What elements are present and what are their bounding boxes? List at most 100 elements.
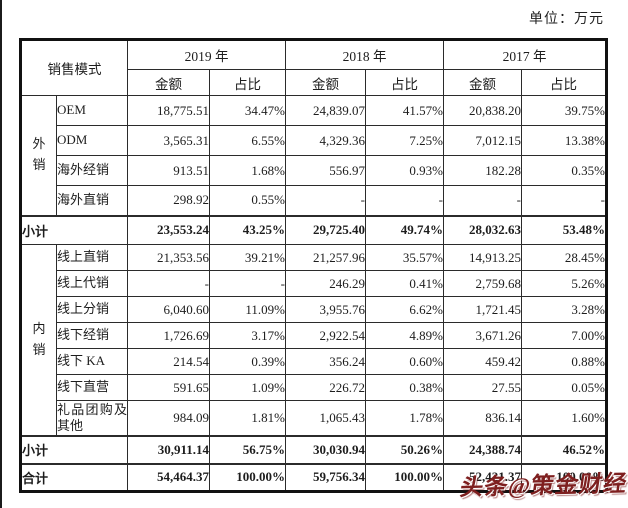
ratio-2019-cell: 11.09%: [209, 296, 286, 323]
mode-cell: 线上直销: [56, 244, 128, 271]
ratio-2017-cell: 0.88%: [521, 348, 607, 375]
amount-2018-cell: 246.29: [285, 270, 366, 297]
amount-2017-cell: 28,032.63: [443, 214, 522, 245]
header-row-measures: 金额 占比 金额 占比 金额 占比: [21, 69, 607, 96]
ratio-2017-cell: 39.75%: [521, 95, 607, 126]
group-label-domestic: 内销: [20, 244, 57, 436]
amount-2018-cell: -: [285, 185, 366, 216]
table-row-domestic-subtotal: 小计 30,911.14 56.75% 30,030.94 50.26% 24,…: [20, 434, 607, 464]
amount-2019-cell: 6,040.60: [127, 296, 210, 323]
amount-header-2018: 金额: [285, 69, 366, 96]
screenshot-left-edge-line: [0, 0, 2, 508]
table-row-export-subtotal: 小计 23,553.24 43.25% 29,725.40 49.74% 28,…: [20, 214, 607, 245]
ratio-2018-cell: 0.41%: [365, 270, 444, 297]
ratio-2018-cell: 35.57%: [365, 244, 444, 271]
ratio-2019-cell: 1.81%: [209, 400, 286, 436]
ratio-2018-cell: 100.00%: [365, 462, 444, 492]
ratio-header-2018: 占比: [365, 69, 444, 96]
amount-2018-cell: 24,839.07: [285, 95, 366, 126]
ratio-2018-cell: 7.25%: [365, 125, 444, 156]
header-row-years: 销售模式 2019 年 2018 年 2017 年: [20, 39, 607, 96]
amount-2017-cell: 182.28: [443, 155, 522, 186]
ratio-2019-cell: 0.55%: [209, 185, 286, 216]
amount-2018-cell: 1,065.43: [285, 400, 366, 436]
amount-2019-cell: 3,565.31: [127, 125, 210, 156]
mode-cell: 线上分销: [56, 296, 128, 323]
amount-2018-cell: 3,955.76: [285, 296, 366, 323]
ratio-2017-cell: 53.48%: [521, 214, 607, 245]
ratio-2019-cell: 1.68%: [209, 155, 286, 186]
ratio-2019-cell: 56.75%: [209, 434, 286, 464]
amount-header-2017: 金额: [443, 69, 522, 96]
group-label-domestic-text: 内销: [32, 320, 46, 357]
ratio-2017-cell: 13.38%: [521, 125, 607, 156]
table-row-online-direct: 内销 线上直销 21,353.56 39.21% 21,257.96 35.57…: [20, 244, 607, 436]
ratio-2018-cell: -: [365, 185, 444, 216]
ratio-2017-cell: 1.60%: [521, 400, 607, 436]
subtotal-label: 小计: [20, 434, 128, 464]
amount-2018-cell: 4,329.36: [285, 125, 366, 156]
amount-2018-cell: 21,257.96: [285, 244, 366, 271]
ratio-2017-cell: 7.00%: [521, 322, 607, 349]
ratio-2019-cell: 43.25%: [209, 214, 286, 245]
amount-2017-cell: 7,012.15: [443, 125, 522, 156]
amount-2019-cell: 984.09: [127, 400, 210, 436]
ratio-2018-cell: 4.89%: [365, 322, 444, 349]
unit-label: 单位：万元: [529, 12, 604, 27]
mode-cell: 海外经销: [56, 155, 128, 186]
ratio-2018-cell: 41.57%: [365, 95, 444, 126]
ratio-2017-cell: 100.00%: [521, 462, 607, 492]
amount-2017-cell: 20,838.20: [443, 95, 522, 126]
amount-2019-cell: -: [127, 270, 210, 297]
amount-2017-cell: 24,388.74: [443, 434, 522, 464]
sales-mode-header: 销售模式: [20, 39, 128, 96]
ratio-2019-cell: 100.00%: [209, 462, 286, 492]
mode-cell: 礼品团购及其他: [56, 400, 128, 436]
amount-2018-cell: 59,756.34: [285, 462, 366, 492]
mode-cell: 线下经销: [56, 322, 128, 349]
amount-2018-cell: 556.97: [285, 155, 366, 186]
ratio-header-2017: 占比: [521, 69, 607, 96]
ratio-2017-cell: 0.05%: [521, 374, 607, 401]
amount-2017-cell: 52,421.37: [443, 462, 522, 492]
amount-2017-cell: 27.55: [443, 374, 522, 401]
amount-2017-cell: 1,721.45: [443, 296, 522, 323]
amount-2018-cell: 2,922.54: [285, 322, 366, 349]
ratio-2019-cell: 39.21%: [209, 244, 286, 271]
amount-2017-cell: 836.14: [443, 400, 522, 436]
amount-header-2019: 金额: [127, 69, 210, 96]
table-row-offline-ka: 线下 KA 214.54 0.39% 356.24 0.60% 459.42 0…: [21, 348, 607, 375]
amount-2018-cell: 29,725.40: [285, 214, 366, 245]
ratio-2017-cell: 46.52%: [521, 434, 607, 464]
ratio-2019-cell: 6.55%: [209, 125, 286, 156]
amount-2018-cell: 356.24: [285, 348, 366, 375]
year-2017-header: 2017 年: [443, 39, 607, 70]
toutiao-watermark: 头条@策金财经: [457, 470, 628, 501]
ratio-2018-cell: 50.26%: [365, 434, 444, 464]
table-row-online-distribution: 线上分销 6,040.60 11.09% 3,955.76 6.62% 1,72…: [21, 296, 607, 323]
table-row-odm: ODM 3,565.31 6.55% 4,329.36 7.25% 7,012.…: [21, 125, 607, 156]
ratio-2018-cell: 6.62%: [365, 296, 444, 323]
table-row-gift-group-other: 礼品团购及其他 984.09 1.81% 1,065.43 1.78% 836.…: [21, 400, 607, 436]
year-2018-header: 2018 年: [285, 39, 444, 70]
mode-cell: 海外直销: [56, 185, 128, 216]
amount-2019-cell: 21,353.56: [127, 244, 210, 271]
amount-2019-cell: 591.65: [127, 374, 210, 401]
group-label-export-text: 外销: [32, 136, 46, 173]
table-row-offline-direct: 线下直营 591.65 1.09% 226.72 0.38% 27.55 0.0…: [21, 374, 607, 401]
ratio-2018-cell: 0.93%: [365, 155, 444, 186]
amount-2019-cell: 23,553.24: [127, 214, 210, 245]
amount-2019-cell: 30,911.14: [127, 434, 210, 464]
ratio-2018-cell: 49.74%: [365, 214, 444, 245]
mode-cell: 线上代销: [56, 270, 128, 297]
ratio-2017-cell: 3.28%: [521, 296, 607, 323]
amount-2018-cell: 226.72: [285, 374, 366, 401]
ratio-2019-cell: 3.17%: [209, 322, 286, 349]
ratio-2017-cell: 0.35%: [521, 155, 607, 186]
mode-cell: 线下 KA: [56, 348, 128, 375]
mode-cell: ODM: [56, 125, 128, 156]
amount-2017-cell: -: [443, 185, 522, 216]
amount-2019-cell: 1,726.69: [127, 322, 210, 349]
ratio-2019-cell: 1.09%: [209, 374, 286, 401]
